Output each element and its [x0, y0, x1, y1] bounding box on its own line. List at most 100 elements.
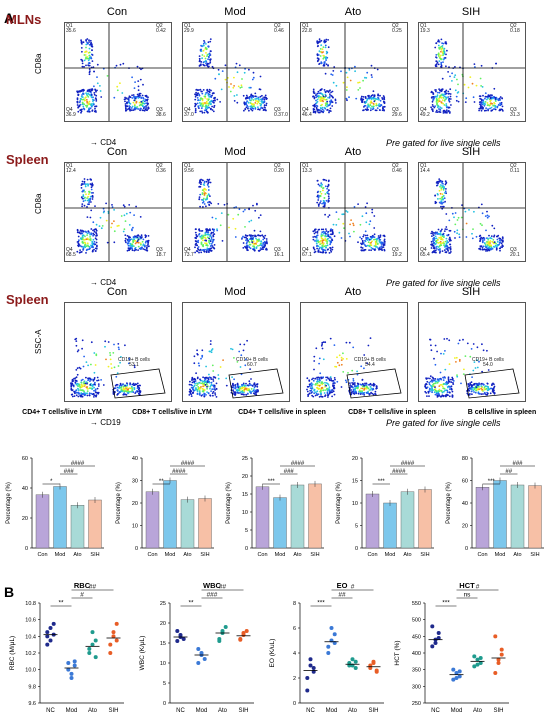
event-dot	[197, 105, 200, 107]
event-dot	[217, 203, 220, 205]
event-dot	[443, 235, 445, 237]
sig-label: ##	[505, 469, 512, 475]
event-dot	[440, 94, 443, 96]
event-dot	[85, 39, 87, 41]
event-dot	[490, 235, 493, 237]
event-dot	[194, 378, 197, 381]
event-dot	[117, 343, 120, 345]
x-tick-label: Mod	[196, 708, 208, 714]
event-dot	[350, 389, 352, 391]
event-dot	[486, 104, 489, 107]
event-dot	[82, 105, 85, 108]
bar	[163, 480, 177, 549]
event-dot	[201, 98, 203, 100]
event-dot	[370, 94, 373, 97]
event-dot	[360, 387, 362, 390]
event-dot	[364, 248, 367, 251]
event-dot	[326, 244, 329, 247]
event-dot	[204, 232, 207, 234]
event-dot	[331, 101, 334, 104]
event-dot	[326, 100, 329, 103]
event-dot	[436, 99, 439, 102]
event-dot	[259, 242, 262, 245]
event-dot	[316, 376, 319, 379]
event-dot	[335, 211, 338, 213]
event-dot	[232, 386, 235, 389]
event-dot	[113, 241, 116, 244]
event-dot	[255, 392, 257, 394]
event-dot	[480, 203, 483, 206]
event-dot	[441, 180, 444, 183]
event-dot	[198, 55, 201, 57]
event-dot	[467, 86, 470, 89]
event-dot	[370, 100, 372, 103]
event-dot	[210, 349, 213, 352]
data-point	[436, 636, 441, 640]
event-dot	[246, 97, 249, 99]
event-dot	[80, 41, 83, 44]
b-cell-gate	[346, 368, 402, 399]
event-dot	[431, 251, 434, 254]
event-dot	[431, 235, 433, 237]
sig-label: ***	[268, 479, 276, 485]
data-point	[66, 661, 71, 665]
event-dot	[200, 237, 203, 240]
event-dot	[475, 84, 478, 87]
event-dot	[206, 391, 208, 393]
event-dot	[71, 395, 74, 398]
event-dot	[354, 387, 357, 390]
event-dot	[206, 387, 208, 390]
y-tick-label: 20	[22, 516, 28, 522]
event-dot	[450, 387, 453, 390]
event-dot	[437, 228, 440, 231]
event-dot	[128, 204, 131, 206]
event-dot	[430, 385, 433, 388]
event-dot	[315, 104, 318, 107]
event-dot	[205, 365, 207, 368]
event-dot	[448, 363, 451, 365]
event-dot	[479, 222, 482, 225]
event-dot	[246, 241, 248, 244]
event-dot	[129, 244, 131, 247]
event-dot	[206, 379, 209, 382]
event-dot	[356, 373, 359, 376]
event-dot	[233, 378, 235, 381]
event-dot	[252, 71, 255, 74]
event-dot	[314, 394, 317, 397]
event-dot	[252, 107, 255, 110]
event-dot	[364, 76, 366, 79]
event-dot	[353, 206, 356, 208]
event-dot	[116, 389, 119, 391]
event-dot	[316, 382, 319, 385]
event-dot	[436, 233, 439, 235]
event-dot	[445, 381, 447, 384]
event-dot	[201, 92, 204, 95]
event-dot	[431, 230, 433, 233]
event-dot	[482, 383, 485, 386]
event-dot	[208, 88, 211, 91]
event-dot	[494, 105, 496, 107]
event-dot	[210, 249, 213, 252]
event-dot	[455, 361, 457, 363]
y-tick-label: 40	[22, 486, 28, 492]
event-dot	[502, 110, 504, 112]
event-dot	[372, 236, 374, 239]
event-dot	[444, 368, 447, 371]
event-dot	[203, 394, 206, 396]
event-dot	[435, 246, 437, 248]
event-dot	[327, 216, 330, 218]
event-dot	[79, 229, 82, 232]
event-dot	[237, 389, 240, 392]
event-dot	[88, 108, 91, 111]
event-dot	[462, 373, 465, 375]
event-dot	[472, 228, 474, 230]
event-dot	[120, 390, 122, 392]
event-dot	[95, 354, 98, 357]
event-dot	[141, 94, 144, 97]
event-dot	[259, 234, 262, 237]
event-dot	[372, 385, 375, 387]
quadrant-value: Q1 19.3	[420, 23, 430, 34]
event-dot	[253, 249, 256, 252]
event-dot	[311, 383, 314, 386]
y-tick-label: 80	[462, 456, 468, 462]
